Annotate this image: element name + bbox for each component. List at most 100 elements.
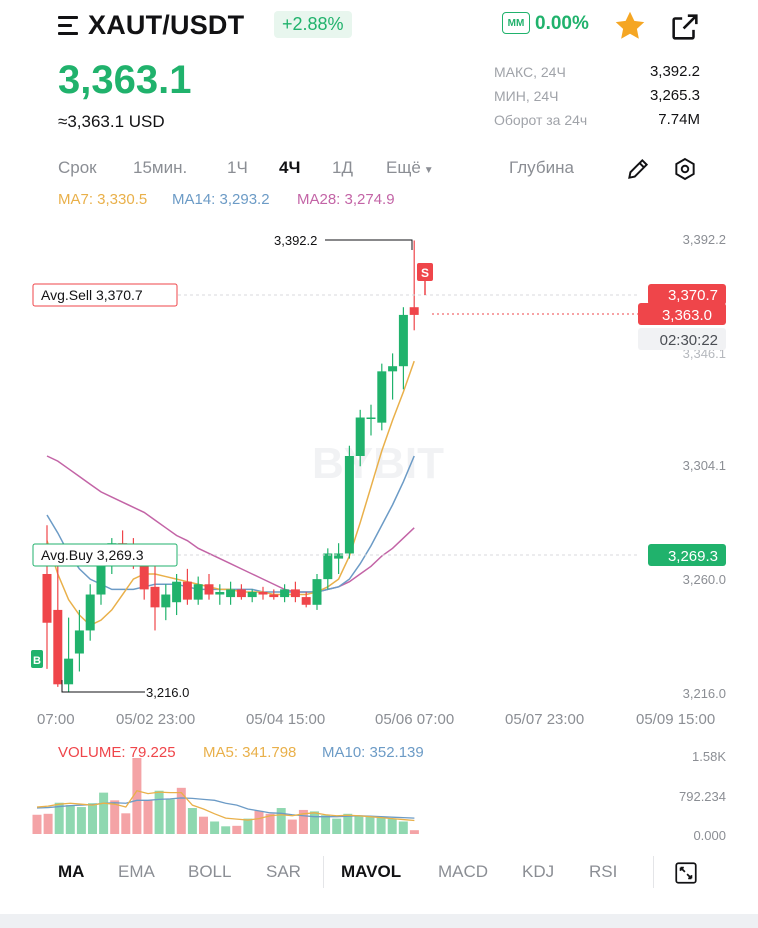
candle-body xyxy=(312,579,322,605)
candle-body xyxy=(42,573,52,623)
header: XAUT/USDT +2.88% MM 0.00% xyxy=(0,0,758,60)
volume-bar xyxy=(143,800,153,834)
indicator-ma[interactable]: MA xyxy=(58,862,85,881)
bottom-bar xyxy=(0,914,758,928)
pencil-icon[interactable] xyxy=(625,156,651,182)
tab-4h[interactable]: 4Ч xyxy=(279,158,301,177)
volume-bar xyxy=(165,799,175,834)
stat-high-label: МАКС, 24Ч xyxy=(494,64,566,80)
volume-bar xyxy=(187,808,197,834)
volume-bar xyxy=(176,787,186,834)
volume-chart[interactable]: 1.58K 792.234 0.000 xyxy=(0,740,758,840)
candle-body xyxy=(74,630,84,654)
volume-bar xyxy=(387,818,397,834)
sell-price-tag-label: 3,370.7 xyxy=(668,287,718,304)
indicator-divider xyxy=(323,856,324,888)
legend-ma7: MA7: 3,330.5 xyxy=(58,191,148,208)
vol-y-tick: 1.58K xyxy=(692,749,726,764)
candle-body xyxy=(53,609,63,685)
stat-low-label: МИН, 24Ч xyxy=(494,88,559,104)
indicator-mavol[interactable]: MAVOL xyxy=(341,862,402,881)
volume-bar xyxy=(88,803,97,834)
tab-srok[interactable]: Срок xyxy=(58,158,97,177)
change-badge: +2.88% xyxy=(274,11,352,38)
last-price-tag-label: 3,363.0 xyxy=(662,307,712,324)
candle-body xyxy=(204,584,214,595)
mm-badge[interactable]: MM xyxy=(502,12,530,34)
indicator-macd[interactable]: MACD xyxy=(438,862,489,881)
volume-bar xyxy=(298,809,308,834)
volume-bar xyxy=(276,808,286,834)
indicator-divider xyxy=(653,856,654,888)
volume-bar xyxy=(54,802,64,834)
x-tick: 05/09 15:00 xyxy=(636,711,716,728)
legend-vol-ma10: MA10: 352.139 xyxy=(322,744,424,761)
volume-bar xyxy=(221,826,231,834)
y-tick: 3,392.2 xyxy=(683,232,726,247)
last-price-tag xyxy=(638,303,726,325)
pair-title[interactable]: XAUT/USDT xyxy=(88,10,245,40)
tab-1h[interactable]: 1Ч xyxy=(227,158,248,177)
expand-icon[interactable] xyxy=(673,860,699,886)
last-price: 3,363.1 xyxy=(58,58,192,102)
avg-sell-box[interactable] xyxy=(32,283,178,307)
tab-15min[interactable]: 15мин. xyxy=(133,158,188,177)
candle-body xyxy=(161,594,171,608)
candle-body xyxy=(96,563,106,595)
avg-buy-label: Avg.Buy 3,269.3 xyxy=(41,547,144,563)
tab-more[interactable]: Ещё ▼ xyxy=(386,158,434,178)
volume-bar xyxy=(232,825,242,834)
sell-marker-label: S xyxy=(421,266,429,280)
share-icon[interactable] xyxy=(668,10,702,44)
stat-high-value: 3,392.2 xyxy=(649,63,700,80)
chevron-down-icon: ▼ xyxy=(423,165,434,176)
tab-1d[interactable]: 1Д xyxy=(332,158,353,177)
candle-body xyxy=(236,589,246,598)
volume-ma-lines xyxy=(36,789,415,822)
volume-bar xyxy=(76,807,86,834)
candle-body xyxy=(377,371,387,423)
volume-bar xyxy=(121,813,131,834)
candle-body xyxy=(247,591,257,598)
buy-marker[interactable] xyxy=(31,650,43,668)
candle-body xyxy=(85,594,95,631)
candle-body xyxy=(301,597,311,605)
star-icon[interactable] xyxy=(612,8,648,44)
menu-icon[interactable] xyxy=(58,16,80,36)
indicator-kdj[interactable]: KDJ xyxy=(522,862,555,881)
x-tick: 05/02 23:00 xyxy=(116,711,196,728)
candle-body xyxy=(366,417,376,420)
volume-bar xyxy=(332,818,342,834)
tab-depth[interactable]: Глубина xyxy=(509,158,574,177)
buy-price-tag-label: 3,269.3 xyxy=(668,548,718,565)
volume-bar xyxy=(210,821,220,834)
legend-ma14: MA14: 3,293.2 xyxy=(172,191,270,208)
high-marker-line xyxy=(325,239,413,250)
volume-bar xyxy=(310,811,319,834)
volume-bar xyxy=(409,830,419,834)
candle-body xyxy=(64,658,74,685)
volume-bar xyxy=(354,815,364,834)
x-tick: 07:00 xyxy=(37,711,75,728)
avg-buy-box[interactable] xyxy=(32,543,178,567)
candle-body xyxy=(150,586,160,608)
volume-bar xyxy=(65,805,75,834)
candle-body xyxy=(409,307,419,315)
indicator-boll[interactable]: BOLL xyxy=(188,862,232,881)
y-tick: 3,304.1 xyxy=(683,458,726,473)
indicator-rsi[interactable]: RSI xyxy=(589,862,618,881)
indicator-sar[interactable]: SAR xyxy=(266,862,301,881)
volume-bar xyxy=(376,817,386,834)
stat-turnover-value: 7.74M xyxy=(658,111,700,128)
candlestick-chart[interactable]: BYBIT 3,392.2 3,216.0 Avg.Sell 3,370.7 A… xyxy=(0,222,758,712)
legend-ma28: MA28: 3,274.9 xyxy=(297,191,395,208)
volume-bar xyxy=(287,819,297,834)
indicator-ema[interactable]: EMA xyxy=(118,862,155,881)
volume-bar xyxy=(132,758,142,834)
countdown-tag xyxy=(638,328,726,350)
candle-body xyxy=(139,558,149,590)
tab-more-label: Ещё xyxy=(386,158,421,177)
settings-icon[interactable] xyxy=(672,156,698,182)
high-label: 3,392.2 xyxy=(274,233,317,248)
sell-marker[interactable] xyxy=(417,263,433,281)
